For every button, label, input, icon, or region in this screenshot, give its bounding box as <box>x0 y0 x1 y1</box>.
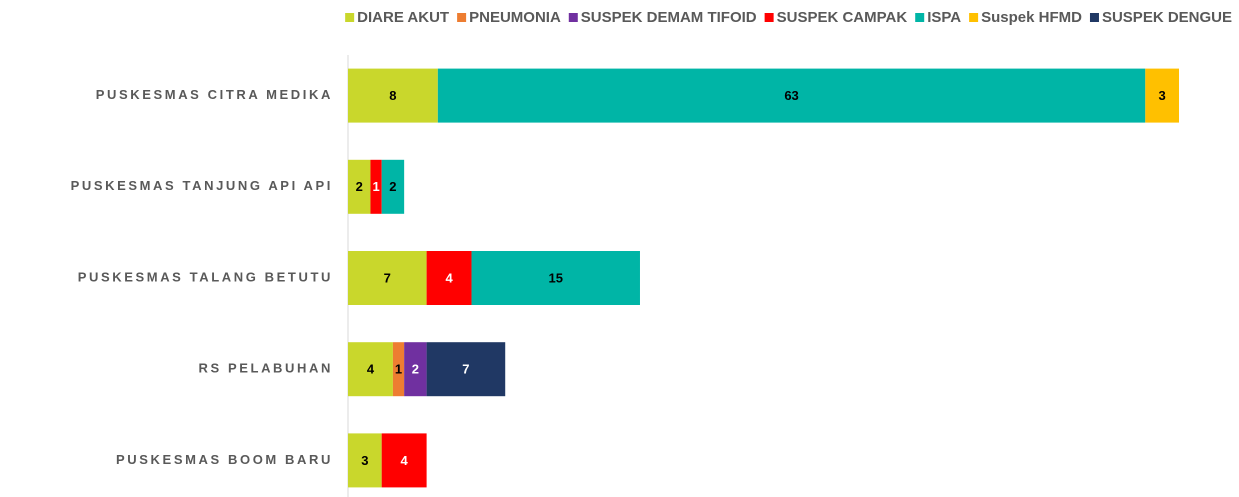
data-label: 7 <box>384 270 391 285</box>
data-label: 2 <box>356 179 363 194</box>
bar-segment <box>404 342 427 397</box>
data-label: 4 <box>367 362 375 377</box>
legend-label: Suspek HFMD <box>981 9 1082 26</box>
y-tick-label: PUSKESMAS BOOM BARU <box>116 452 333 467</box>
bar-segment <box>348 251 427 305</box>
y-tick-label: PUSKESMAS TANJUNG API API <box>71 178 333 193</box>
legend-label: ISPA <box>927 9 961 26</box>
legend-marker <box>1089 13 1099 22</box>
data-label: 1 <box>372 179 379 194</box>
data-label: 3 <box>1159 88 1166 103</box>
data-label: 3 <box>361 453 368 468</box>
data-label: 2 <box>412 362 419 377</box>
data-label: 8 <box>389 88 396 103</box>
bar-segment <box>348 342 393 397</box>
bar-segment <box>392 342 405 397</box>
data-label: 15 <box>549 270 563 285</box>
bar-segment <box>437 68 1146 123</box>
legend-marker <box>969 13 979 22</box>
bar-segment <box>370 159 382 214</box>
data-label: 1 <box>395 362 402 377</box>
data-label: 4 <box>401 453 409 468</box>
data-label: 7 <box>462 362 469 377</box>
legend-marker <box>457 13 467 22</box>
bar-segment <box>426 342 506 397</box>
bar-segment <box>348 68 438 123</box>
data-label: 2 <box>389 179 396 194</box>
bar-segment <box>471 251 640 305</box>
legend-label: SUSPEK CAMPAK <box>777 9 908 26</box>
legend-marker <box>764 13 774 22</box>
legend-label: SUSPEK DEMAM TIFOID <box>581 9 757 26</box>
legend-label: PNEUMONIA <box>469 9 561 26</box>
legend-marker <box>915 13 925 22</box>
y-tick-label: PUSKESMAS TALANG BETUTU <box>78 269 333 284</box>
legend-marker <box>568 13 578 22</box>
data-label: 4 <box>445 270 453 285</box>
bar-segment <box>348 433 382 488</box>
y-tick-label: RS PELABUHAN <box>199 361 333 376</box>
bar-segment <box>426 251 472 305</box>
bar-segment <box>348 159 371 214</box>
legend-label: DIARE AKUT <box>357 9 449 26</box>
bar-segment <box>381 159 405 214</box>
bar-segment <box>381 433 427 488</box>
data-label: 63 <box>784 88 798 103</box>
legend-label: SUSPEK DENGUE <box>1102 9 1232 26</box>
bar-segment <box>1145 68 1179 123</box>
legend-marker <box>345 13 355 22</box>
y-tick-label: PUSKESMAS CITRA MEDIKA <box>96 87 333 102</box>
